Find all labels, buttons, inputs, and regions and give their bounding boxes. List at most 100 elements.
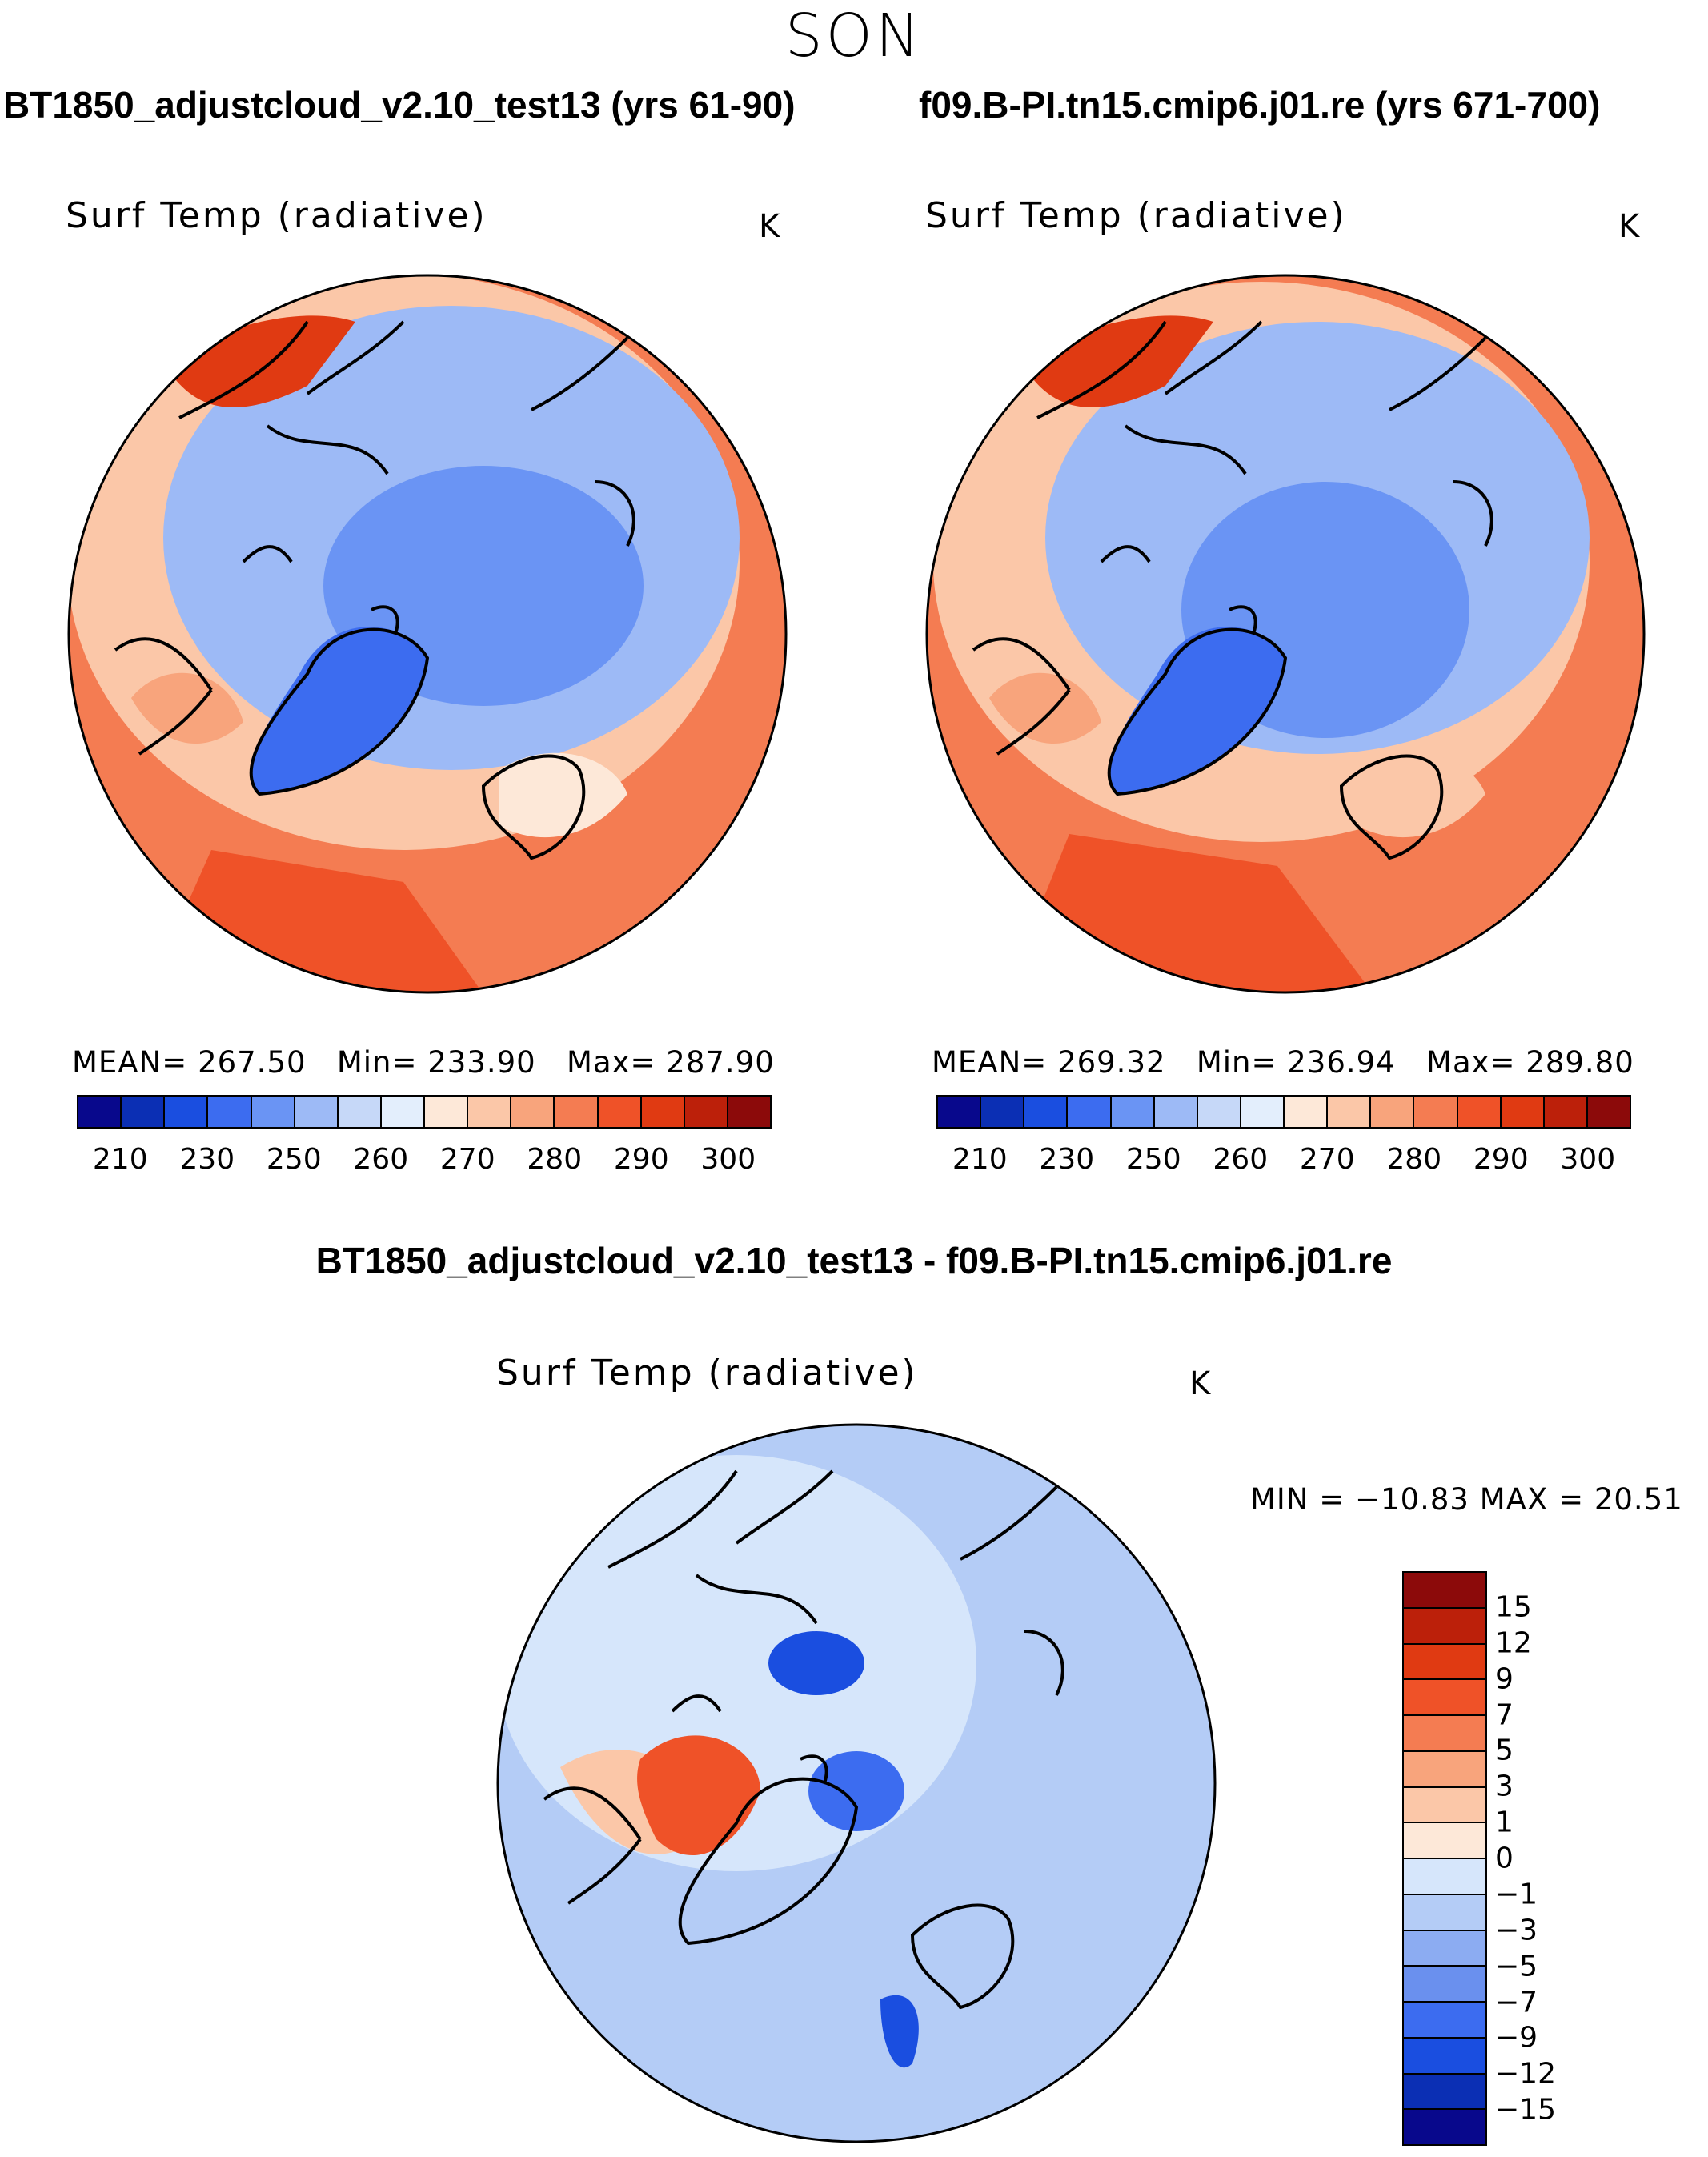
diff-case-title: BT1850_adjustcloud_v2.10_test13 - f09.B-… bbox=[315, 1240, 1393, 1281]
mean-value: 269.32 bbox=[1057, 1045, 1166, 1080]
mean-label: MEAN= bbox=[72, 1045, 188, 1080]
colorbar-swatch bbox=[1024, 1097, 1069, 1127]
colorbar-swatch bbox=[1404, 1680, 1485, 1716]
colorbar-tick-label: −3 bbox=[1495, 1914, 1538, 1947]
colorbar-swatch bbox=[1404, 2038, 1485, 2075]
colorbar-swatch bbox=[1404, 2074, 1485, 2111]
colorbar-swatch bbox=[338, 1097, 382, 1127]
colorbar-swatch bbox=[251, 1097, 295, 1127]
mean-label: MEAN= bbox=[932, 1045, 1048, 1080]
colorbar-swatch bbox=[684, 1097, 728, 1127]
left-units: K bbox=[759, 208, 780, 245]
colorbar-tick-label: 250 bbox=[266, 1143, 322, 1176]
colorbar-swatch bbox=[1501, 1097, 1545, 1127]
right-stats: MEAN= 269.32 Min= 236.94 Max= 289.80 bbox=[932, 1045, 1634, 1080]
colorbar-swatch bbox=[1111, 1097, 1155, 1127]
colorbar-swatch bbox=[1197, 1097, 1241, 1127]
colorbar-swatch bbox=[1587, 1097, 1630, 1127]
right-field-name: Surf Temp (radiative) bbox=[925, 195, 1347, 236]
left-polar-map bbox=[67, 274, 788, 994]
right-colorbar bbox=[936, 1095, 1631, 1129]
colorbar-tick-label: 260 bbox=[1213, 1143, 1269, 1176]
colorbar-swatch bbox=[1371, 1097, 1415, 1127]
colorbar-swatch bbox=[1328, 1097, 1372, 1127]
colorbar-swatch bbox=[511, 1097, 555, 1127]
min-value: 236.94 bbox=[1287, 1045, 1396, 1080]
coastlines bbox=[114, 320, 635, 860]
colorbar-tick-label: 5 bbox=[1495, 1734, 1514, 1767]
colorbar-tick-label: −1 bbox=[1495, 1878, 1538, 1911]
colorbar-swatch bbox=[598, 1097, 642, 1127]
max-value: 287.90 bbox=[666, 1045, 775, 1080]
colorbar-swatch bbox=[1404, 2110, 1485, 2144]
colorbar-swatch bbox=[1544, 1097, 1588, 1127]
left-colorbar bbox=[77, 1095, 772, 1129]
scandinavia-region bbox=[1357, 752, 1485, 838]
colorbar-tick-label: −12 bbox=[1495, 2057, 1556, 2091]
alaska-region bbox=[989, 672, 1101, 744]
colorbar-swatch bbox=[78, 1097, 122, 1127]
greenland-cold-region bbox=[1109, 627, 1285, 794]
colorbar-swatch bbox=[555, 1097, 599, 1127]
colorbar-swatch bbox=[1404, 1823, 1485, 1859]
left-case-title: BT1850_adjustcloud_v2.10_test13 (yrs 61-… bbox=[3, 84, 796, 126]
colorbar-swatch bbox=[1404, 1859, 1485, 1895]
colorbar-swatch bbox=[1285, 1097, 1329, 1127]
colorbar-swatch bbox=[1404, 1573, 1485, 1609]
colorbar-tick-label: −5 bbox=[1495, 1950, 1538, 1983]
colorbar-swatch bbox=[1414, 1097, 1458, 1127]
greenland-cold-region bbox=[251, 627, 427, 794]
colorbar-tick-label: 3 bbox=[1495, 1770, 1514, 1803]
alaska-region bbox=[131, 672, 243, 744]
colorbar-tick-label: 9 bbox=[1495, 1662, 1514, 1696]
colorbar-swatch bbox=[468, 1097, 512, 1127]
colorbar-swatch bbox=[122, 1097, 166, 1127]
diff-colorbar bbox=[1402, 1571, 1487, 2146]
colorbar-tick-label: 210 bbox=[952, 1143, 1008, 1176]
coastlines bbox=[972, 320, 1493, 860]
colorbar-tick-label: 290 bbox=[613, 1143, 669, 1176]
colorbar-tick-label: −9 bbox=[1495, 2021, 1538, 2055]
max-value: 289.80 bbox=[1526, 1045, 1634, 1080]
colorbar-tick-label: 290 bbox=[1473, 1143, 1529, 1176]
right-polar-map bbox=[925, 274, 1646, 994]
colorbar-tick-label: 270 bbox=[1299, 1143, 1355, 1176]
left-stats: MEAN= 267.50 Min= 233.90 Max= 287.90 bbox=[72, 1045, 775, 1080]
colorbar-swatch bbox=[1404, 2003, 1485, 2039]
colorbar-tick-label: 0 bbox=[1495, 1842, 1514, 1875]
archipelago-warm-anomaly bbox=[637, 1735, 760, 1855]
colorbar-swatch bbox=[1068, 1097, 1112, 1127]
colorbar-swatch bbox=[728, 1097, 770, 1127]
colorbar-tick-label: 270 bbox=[439, 1143, 495, 1176]
siberia-cold-anomaly bbox=[768, 1631, 864, 1695]
colorbar-tick-label: 230 bbox=[179, 1143, 235, 1176]
season-title: SON bbox=[784, 2, 924, 70]
left-field-name: Surf Temp (radiative) bbox=[66, 195, 487, 236]
min-label: Min= bbox=[336, 1045, 418, 1080]
polar-cold-anomaly bbox=[808, 1751, 904, 1831]
diff-polar-map bbox=[496, 1423, 1217, 2143]
colorbar-swatch bbox=[1154, 1097, 1198, 1127]
colorbar-tick-label: 210 bbox=[92, 1143, 148, 1176]
mean-value: 267.50 bbox=[198, 1045, 307, 1080]
colorbar-tick-label: 1 bbox=[1495, 1806, 1514, 1839]
colorbar-swatch bbox=[425, 1097, 469, 1127]
colorbar-tick-label: 7 bbox=[1495, 1698, 1514, 1731]
colorbar-swatch bbox=[1404, 1930, 1485, 1967]
diff-units: K bbox=[1189, 1365, 1211, 1402]
max-label: Max= bbox=[1426, 1045, 1516, 1080]
colorbar-tick-label: 12 bbox=[1495, 1626, 1532, 1660]
scandinavia-cold-anomaly bbox=[880, 1995, 919, 2068]
colorbar-swatch bbox=[938, 1097, 982, 1127]
colorbar-swatch bbox=[1404, 1894, 1485, 1931]
right-case-title: f09.B-PI.tn15.cmip6.j01.re (yrs 671-700) bbox=[919, 84, 1601, 126]
colorbar-tick-label: 300 bbox=[1560, 1143, 1616, 1176]
colorbar-swatch bbox=[1241, 1097, 1285, 1127]
colorbar-swatch bbox=[1404, 1967, 1485, 2003]
colorbar-tick-label: −7 bbox=[1495, 1986, 1538, 2019]
colorbar-swatch bbox=[1404, 1608, 1485, 1645]
diff-field-name: Surf Temp (radiative) bbox=[496, 1353, 918, 1393]
colorbar-tick-label: 300 bbox=[700, 1143, 756, 1176]
colorbar-tick-label: 250 bbox=[1125, 1143, 1181, 1176]
colorbar-swatch bbox=[1404, 1644, 1485, 1681]
